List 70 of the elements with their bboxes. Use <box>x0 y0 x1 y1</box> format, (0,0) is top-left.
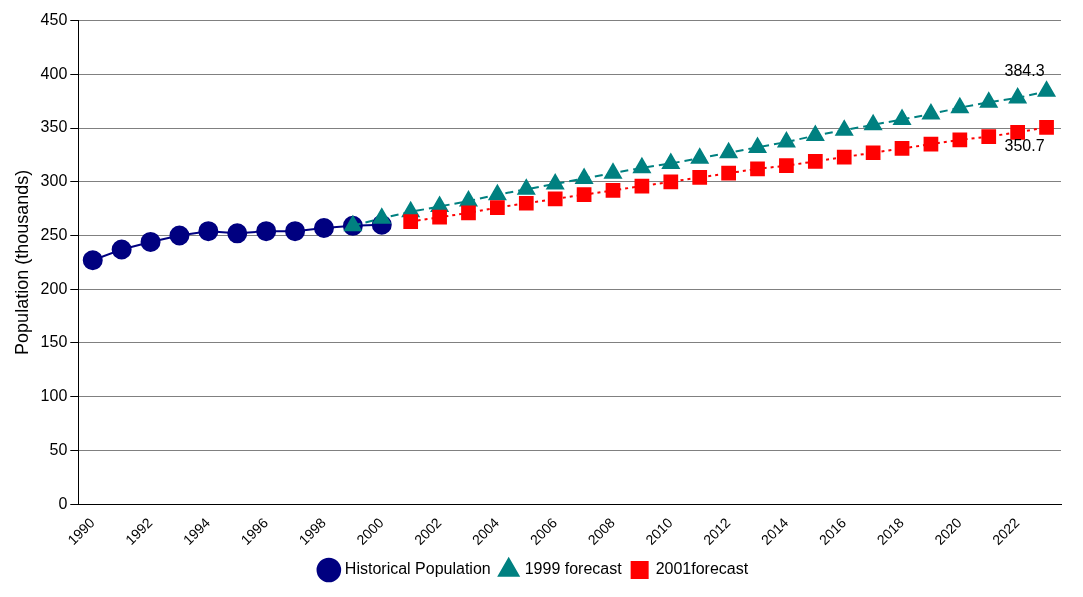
y-tick-label: 450 <box>40 11 68 29</box>
point <box>575 168 593 185</box>
point <box>952 132 968 148</box>
y-tick-label: 250 <box>40 225 68 243</box>
point <box>893 109 911 125</box>
point <box>488 184 507 201</box>
y-tick-label: 100 <box>40 387 68 405</box>
point <box>285 221 306 242</box>
point <box>951 97 969 114</box>
y-tick-label: 0 <box>58 494 68 512</box>
point <box>111 239 132 260</box>
point <box>198 221 219 242</box>
point <box>865 145 881 161</box>
point <box>604 163 622 179</box>
point <box>979 92 998 108</box>
legend-label: 2001forecast <box>655 560 749 578</box>
point <box>981 129 997 144</box>
point <box>1037 81 1056 97</box>
point <box>779 158 794 174</box>
point <box>1008 87 1027 104</box>
y-tick-label: 300 <box>40 172 68 190</box>
point <box>403 214 419 229</box>
point <box>227 223 248 244</box>
point <box>663 174 679 190</box>
y-tick-label: 350 <box>40 118 68 136</box>
point <box>547 191 563 207</box>
point <box>633 157 651 174</box>
point <box>748 137 767 153</box>
point <box>461 205 476 221</box>
data-label: 350.7 <box>1004 136 1045 154</box>
point <box>894 141 910 156</box>
point <box>864 114 882 131</box>
point <box>459 191 478 207</box>
point <box>634 178 650 194</box>
y-tick-label: 50 <box>49 440 68 458</box>
point <box>922 104 940 120</box>
legend-label: Historical Population <box>344 560 491 578</box>
point <box>432 209 447 225</box>
point <box>719 142 738 159</box>
legend-label: 1999 forecast <box>524 560 623 578</box>
point <box>836 149 852 165</box>
y-tick-label: 400 <box>40 64 68 82</box>
data-label: 384.3 <box>1004 61 1045 79</box>
point <box>546 173 564 190</box>
point <box>313 217 334 238</box>
point <box>169 225 190 246</box>
point <box>923 136 939 152</box>
point <box>1010 124 1026 140</box>
y-axis-title: Population (thousands) <box>11 169 32 355</box>
point <box>576 187 592 203</box>
point <box>750 161 765 177</box>
point <box>518 195 534 211</box>
point <box>372 208 391 224</box>
point <box>692 170 708 185</box>
point <box>690 148 709 164</box>
point <box>82 250 103 271</box>
point <box>490 200 505 215</box>
y-tick-label: 200 <box>40 279 68 297</box>
y-tick-label: 150 <box>40 333 68 351</box>
point <box>517 179 536 195</box>
point <box>140 231 161 252</box>
point <box>806 125 825 142</box>
point <box>807 153 823 169</box>
point <box>1039 119 1054 135</box>
point <box>835 120 854 136</box>
point <box>777 132 796 148</box>
point <box>721 165 736 181</box>
point <box>256 221 277 242</box>
point <box>605 183 621 198</box>
point <box>662 153 680 169</box>
